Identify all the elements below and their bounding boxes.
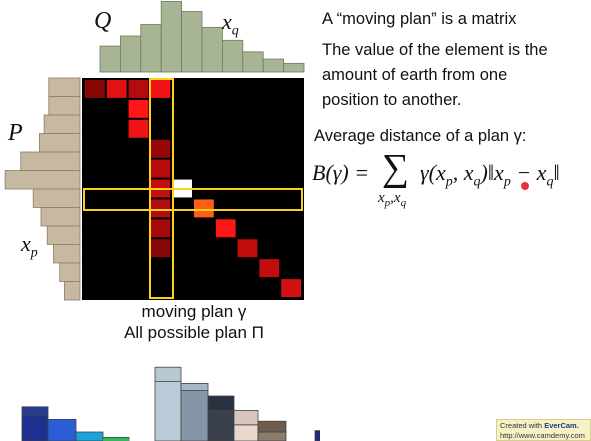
- p-bar: [4, 170, 81, 190]
- q-bar: [242, 51, 264, 73]
- q-label: Q: [94, 8, 112, 34]
- matrix-cell: [106, 80, 127, 98]
- bottom-left-bar: [257, 431, 287, 441]
- distance-formula: B(γ) = ∑ xp,xq γ(xp, xq)‖xp − xq‖: [312, 147, 587, 214]
- bottom-left-bar: [233, 409, 259, 426]
- q-bar: [99, 45, 121, 73]
- line-element-value: The value of the element is the: [322, 41, 548, 59]
- p-bar: [48, 77, 81, 97]
- p-bar: [53, 244, 81, 264]
- bottom-left-bar: [103, 438, 129, 441]
- matrix-cell: [150, 199, 171, 218]
- matrix-cell: [85, 80, 105, 98]
- line-position: position to another.: [322, 91, 462, 109]
- bottom-right-stacked-histogram: [314, 430, 320, 441]
- bottom-left-bar: [180, 390, 209, 441]
- earth-mover-figure: [4, 1, 320, 441]
- cursor-dot: [521, 182, 529, 190]
- q-distribution-histogram: [99, 1, 305, 73]
- matrix-cell: [150, 159, 171, 178]
- all-plans-label: All possible plan Π: [124, 323, 264, 342]
- line-average-distance: Average distance of a plan γ:: [314, 127, 527, 145]
- bottom-left-bar: [21, 406, 49, 417]
- p-bar: [40, 207, 81, 227]
- line-matrix: A “moving plan” is a matrix: [322, 10, 517, 28]
- q-bar: [221, 39, 244, 73]
- evercam-watermark: Created with EverCam. http://www.camdemy…: [496, 419, 591, 441]
- matrix-cell: [128, 119, 149, 138]
- bottom-left-bar: [154, 381, 182, 441]
- q-bar: [262, 58, 285, 73]
- p-bar: [20, 151, 81, 171]
- matrix-cell: [150, 239, 171, 258]
- p-bar: [64, 281, 81, 301]
- row-highlight: [83, 188, 303, 211]
- p-distribution-histogram: [4, 77, 81, 301]
- q-bar: [140, 24, 162, 73]
- p-bar: [46, 225, 81, 245]
- q-bar: [160, 1, 182, 73]
- p-bar: [39, 133, 81, 153]
- q-bar: [120, 35, 142, 73]
- sum-subscript: xp,xq: [378, 190, 407, 209]
- bottom-left-bar: [207, 409, 235, 441]
- x-q-label: xq: [222, 9, 239, 39]
- matrix-cell: [150, 139, 171, 158]
- matrix-cell: [150, 80, 171, 98]
- matrix-cell: [150, 219, 171, 238]
- matrix-cell: [194, 199, 214, 218]
- p-label: P: [8, 120, 23, 146]
- bottom-left-bar: [21, 415, 49, 441]
- bottom-left-bar: [75, 431, 104, 441]
- sum-symbol: ∑: [382, 147, 410, 189]
- moving-plan-label: moving plan γ: [141, 302, 247, 321]
- p-bar: [32, 188, 81, 208]
- bottom-left-bar: [207, 395, 235, 411]
- matrix-cell: [281, 279, 301, 297]
- matrix-cell: [128, 99, 149, 118]
- q-bar: [201, 26, 223, 73]
- x-p-label: xp: [21, 231, 38, 261]
- q-bar: [181, 11, 203, 73]
- matrix-cell: [237, 239, 258, 258]
- p-bar: [59, 262, 81, 282]
- bottom-left-bar: [233, 424, 259, 441]
- matrix-cell: [259, 259, 280, 278]
- p-bar: [48, 96, 81, 116]
- matrix-cell: [215, 219, 236, 238]
- formula-lhs: B(γ) =: [312, 160, 370, 185]
- bottom-left-stacked-histogram: [21, 366, 287, 441]
- bottom-left-bar: [47, 418, 77, 441]
- matrix-cell: [128, 80, 149, 98]
- bottom-left-bar: [180, 382, 209, 391]
- bottom-right-bar: [314, 430, 320, 441]
- bottom-left-bar: [154, 366, 182, 383]
- q-bar: [283, 62, 305, 73]
- p-bar: [43, 114, 81, 134]
- line-earth-amount: amount of earth from one: [322, 66, 508, 84]
- formula-body: γ(xp, xq)‖xp − xq‖: [420, 160, 560, 190]
- moving-plan-cells: [85, 80, 301, 297]
- bottom-left-bar: [257, 420, 287, 433]
